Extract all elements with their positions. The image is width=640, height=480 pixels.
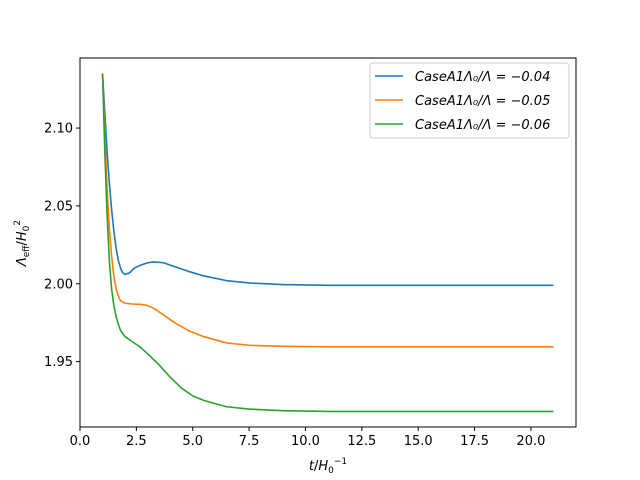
legend-label-2: CaseA1Λ₀/Λ = −0.06 — [415, 118, 550, 133]
legend: CaseA1Λ₀/Λ = −0.04 CaseA1Λ₀/Λ = −0.05 Case… — [369, 62, 570, 139]
y-tick-label: 2.00 — [44, 277, 73, 292]
x-tick-label: 12.5 — [347, 434, 376, 449]
x-tick-label: 15.0 — [404, 434, 433, 449]
y-tick-label: 2.05 — [44, 199, 73, 214]
x-tick-label: 7.5 — [239, 434, 260, 449]
x-tick-label: 20.0 — [516, 434, 545, 449]
x-tick-label: 5.0 — [182, 434, 203, 449]
y-axis-ticks: 1.95 2.00 2.05 2.10 — [44, 122, 80, 370]
legend-items: CaseA1Λ₀/Λ = −0.04 CaseA1Λ₀/Λ = −0.05 Case… — [375, 70, 550, 133]
legend-label-0: CaseA1Λ₀/Λ = −0.04 — [415, 70, 550, 85]
x-tick-label: 10.0 — [291, 434, 320, 449]
x-axis-ticks: 0.0 2.5 5.0 7.5 10.0 12.5 15.0 17.5 20.0 — [70, 427, 545, 449]
plot-frame — [79, 57, 577, 428]
x-tick-label: 17.5 — [460, 434, 489, 449]
y-tick-label: 1.95 — [44, 355, 73, 370]
x-tick-label: 2.5 — [126, 434, 147, 449]
y-axis-label: Λeff/H02 — [13, 220, 32, 267]
series-line-0 — [101, 73, 554, 287]
series-layer — [101, 73, 554, 413]
x-axis-label: t/H0−1 — [309, 457, 347, 476]
series-line-1 — [101, 73, 554, 348]
y-tick-label: 2.10 — [44, 122, 73, 137]
x-tick-label: 0.0 — [70, 434, 91, 449]
legend-label-1: CaseA1Λ₀/Λ = −0.05 — [415, 94, 550, 109]
series-line-2 — [101, 73, 554, 413]
legend-box — [369, 62, 570, 139]
